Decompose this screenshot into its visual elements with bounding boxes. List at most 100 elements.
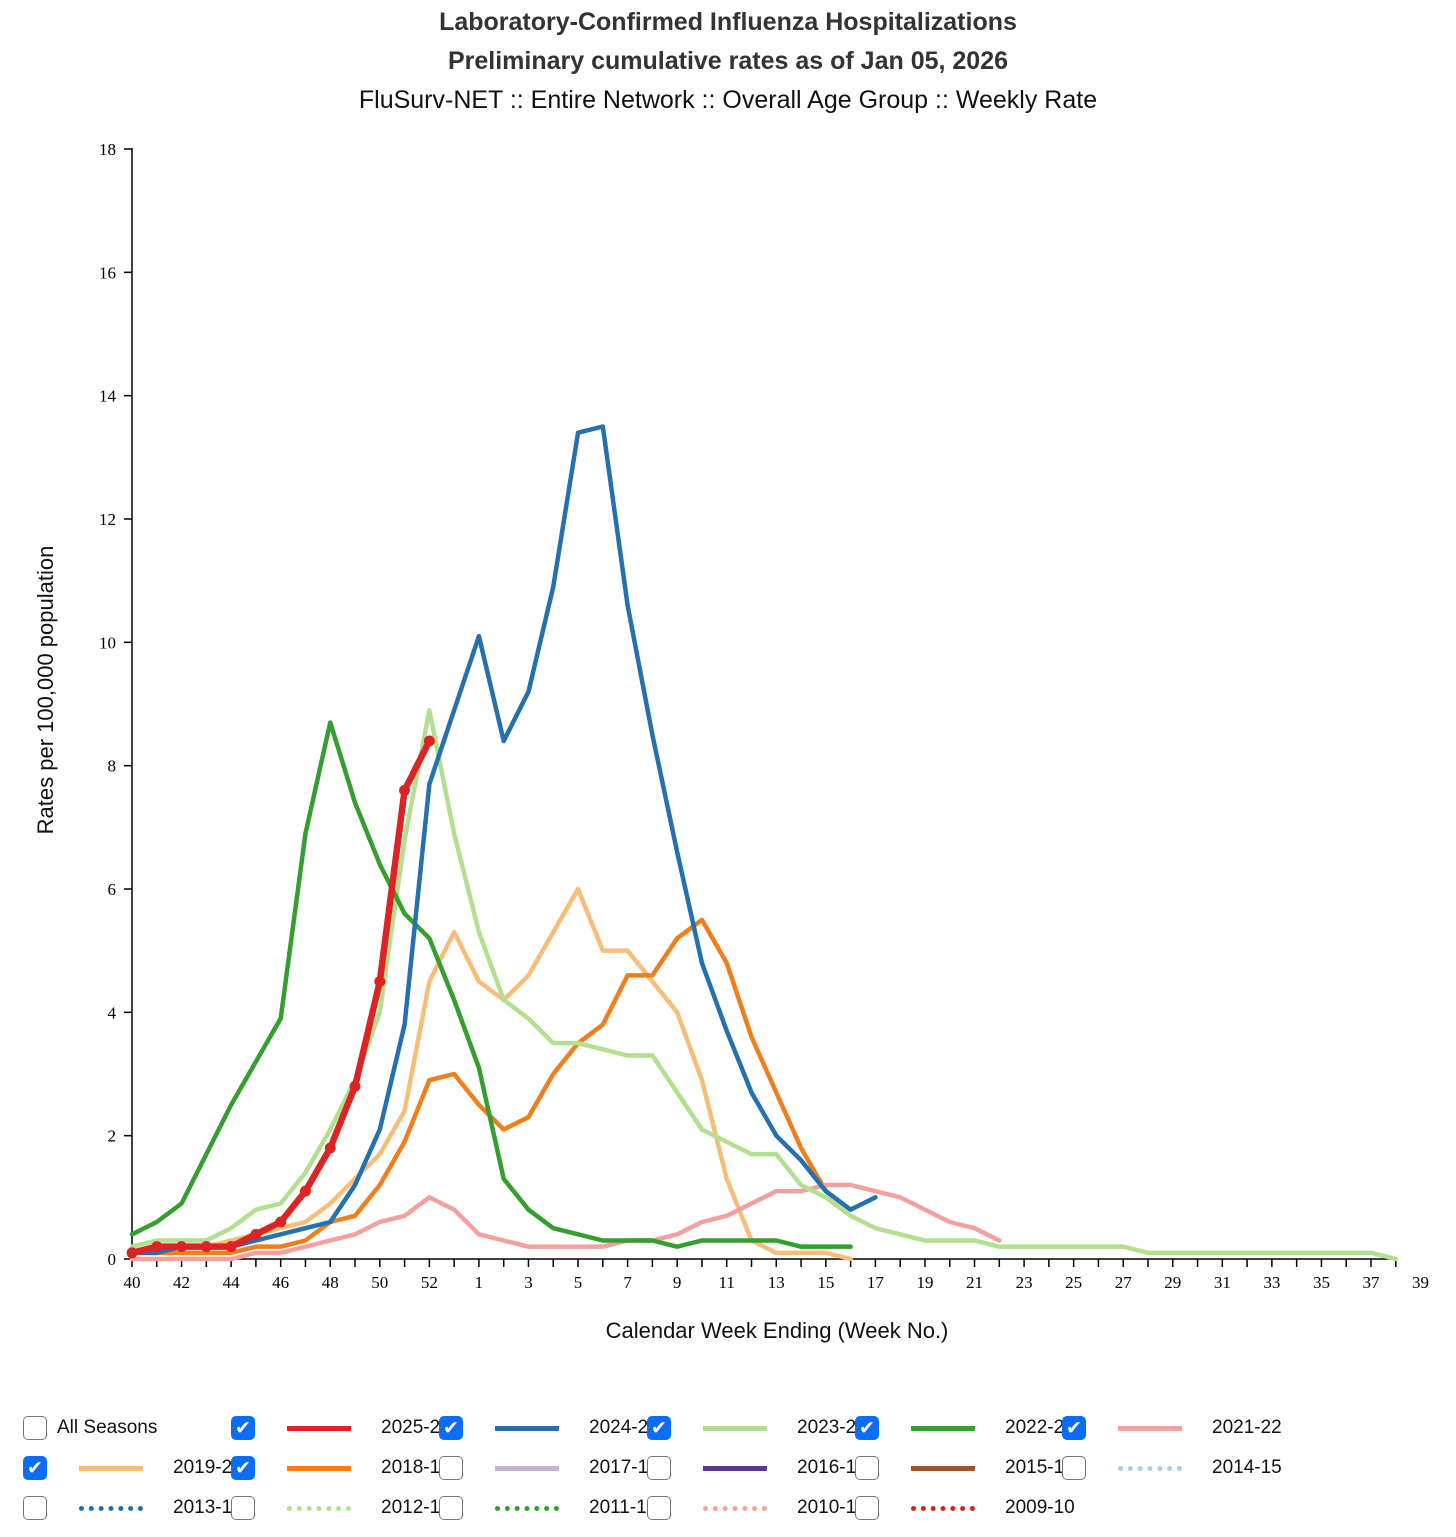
legend-item-2013-14[interactable]: 2013-14 bbox=[23, 1493, 243, 1523]
legend-swatch bbox=[1118, 1465, 1182, 1471]
chart-subtitle: Preliminary cumulative rates as of Jan 0… bbox=[447, 47, 1009, 75]
data-point-2025-26 bbox=[275, 1216, 287, 1228]
x-tick-label: 33 bbox=[1263, 1273, 1280, 1292]
season-checkbox[interactable] bbox=[647, 1456, 671, 1480]
data-point-2025-26 bbox=[423, 735, 435, 747]
season-checkbox[interactable]: ✔ bbox=[23, 1456, 47, 1480]
legend-item-2011-12[interactable]: 2011-12 bbox=[439, 1493, 657, 1523]
season-checkbox[interactable] bbox=[23, 1496, 47, 1520]
legend-item-2012-13[interactable]: 2012-13 bbox=[231, 1493, 451, 1523]
legend-item-2018-19[interactable]: ✔ 2018-19 bbox=[231, 1453, 451, 1483]
y-tick-label: 2 bbox=[108, 1127, 117, 1146]
legend-swatch bbox=[911, 1465, 975, 1471]
x-tick-label: 21 bbox=[966, 1273, 983, 1292]
x-tick-label: 23 bbox=[1016, 1273, 1033, 1292]
legend-label: 2017-18 bbox=[589, 1457, 659, 1478]
data-point-2025-26 bbox=[399, 784, 411, 796]
x-tick-label: 9 bbox=[673, 1273, 682, 1292]
legend-swatch bbox=[287, 1465, 351, 1471]
legend-label: 2013-14 bbox=[173, 1497, 243, 1518]
legend-swatch bbox=[495, 1425, 559, 1431]
y-tick-label: 12 bbox=[99, 510, 116, 529]
legend-item-2014-15[interactable]: 2014-15 bbox=[1062, 1453, 1282, 1483]
season-checkbox[interactable]: ✔ bbox=[647, 1416, 671, 1440]
season-checkbox[interactable] bbox=[231, 1496, 255, 1520]
x-tick-label: 15 bbox=[817, 1273, 834, 1292]
series-line-2024-25 bbox=[129, 424, 878, 1256]
season-checkbox[interactable]: ✔ bbox=[231, 1416, 255, 1440]
data-point-2025-26 bbox=[225, 1241, 237, 1253]
checkmark-icon: ✔ bbox=[651, 1416, 667, 1439]
data-point-2025-26 bbox=[324, 1142, 336, 1154]
legend-label: 2018-19 bbox=[381, 1457, 451, 1478]
legend-label: 2010-11 bbox=[797, 1497, 866, 1518]
legend-label: All Seasons bbox=[57, 1417, 158, 1438]
legend-item-2021-22[interactable]: ✔ 2021-22 bbox=[1062, 1413, 1282, 1443]
x-tick-label: 27 bbox=[1115, 1273, 1133, 1292]
legend-item-2016-17[interactable]: 2016-17 bbox=[647, 1453, 867, 1483]
season-checkbox[interactable] bbox=[23, 1416, 47, 1440]
data-point-2025-26 bbox=[151, 1241, 163, 1253]
legend-swatch bbox=[495, 1505, 559, 1511]
legend-label: 2011-12 bbox=[589, 1497, 658, 1518]
season-checkbox[interactable]: ✔ bbox=[231, 1456, 255, 1480]
season-checkbox[interactable] bbox=[1062, 1456, 1086, 1480]
legend-item-all-seasons[interactable]: All Seasons bbox=[23, 1413, 157, 1443]
legend-label: 2025-26 bbox=[381, 1417, 451, 1438]
legend-label: 2023-24 bbox=[797, 1417, 867, 1438]
legend-item-2009-10[interactable]: 2009-10 bbox=[855, 1493, 1075, 1523]
season-checkbox[interactable] bbox=[855, 1456, 879, 1480]
x-tick-label: 37 bbox=[1363, 1273, 1381, 1292]
legend-item-2025-26[interactable]: ✔ 2025-26 bbox=[231, 1413, 451, 1443]
season-checkbox[interactable]: ✔ bbox=[855, 1416, 879, 1440]
legend-swatch bbox=[287, 1505, 351, 1511]
x-tick-label: 42 bbox=[173, 1273, 190, 1292]
legend-item-2023-24[interactable]: ✔ 2023-24 bbox=[647, 1413, 867, 1443]
legend-label: 2022-23 bbox=[1005, 1417, 1075, 1438]
checkmark-icon: ✔ bbox=[27, 1456, 43, 1479]
chart-subtitle-network: FluSurv-NET :: Entire Network :: Overall… bbox=[358, 86, 1098, 114]
legend-item-2017-18[interactable]: 2017-18 bbox=[439, 1453, 659, 1483]
legend-item-2022-23[interactable]: ✔ 2022-23 bbox=[855, 1413, 1075, 1443]
legend-label: 2014-15 bbox=[1212, 1457, 1282, 1478]
season-checkbox[interactable] bbox=[647, 1496, 671, 1520]
x-axis-title: Calendar Week Ending (Week No.) bbox=[606, 1318, 949, 1343]
x-tick-label: 40 bbox=[124, 1273, 141, 1292]
series-line-2023-24 bbox=[129, 707, 1399, 1262]
data-point-2025-26 bbox=[250, 1228, 262, 1240]
x-tick-label: 52 bbox=[421, 1273, 438, 1292]
legend-swatch bbox=[79, 1465, 143, 1471]
x-tick-label: 29 bbox=[1164, 1273, 1181, 1292]
x-tick-label: 17 bbox=[867, 1273, 885, 1292]
legend-item-2024-25[interactable]: ✔ 2024-25 bbox=[439, 1413, 659, 1443]
y-tick-label: 10 bbox=[99, 633, 116, 652]
checkmark-icon: ✔ bbox=[859, 1416, 875, 1439]
season-checkbox[interactable] bbox=[439, 1456, 463, 1480]
legend-item-2010-11[interactable]: 2010-11 bbox=[647, 1493, 865, 1523]
y-tick-label: 4 bbox=[108, 1003, 117, 1022]
x-tick-label: 44 bbox=[223, 1273, 241, 1292]
series-line-2022-23 bbox=[129, 720, 853, 1249]
legend-item-2019-20[interactable]: ✔ 2019-20 bbox=[23, 1453, 243, 1483]
series-line-2021-22 bbox=[129, 1182, 1002, 1262]
x-tick-label: 1 bbox=[475, 1273, 484, 1292]
season-checkbox[interactable] bbox=[439, 1496, 463, 1520]
checkmark-icon: ✔ bbox=[235, 1456, 251, 1479]
legend-label: 2024-25 bbox=[589, 1417, 659, 1438]
legend-swatch bbox=[1118, 1425, 1182, 1431]
x-tick-label: 7 bbox=[623, 1273, 632, 1292]
legend-label: 2021-22 bbox=[1212, 1417, 1282, 1438]
y-tick-label: 18 bbox=[99, 140, 116, 159]
legend-item-2015-16[interactable]: 2015-16 bbox=[855, 1453, 1075, 1483]
season-checkbox[interactable]: ✔ bbox=[439, 1416, 463, 1440]
checkmark-icon: ✔ bbox=[443, 1416, 459, 1439]
data-point-2025-26 bbox=[126, 1247, 138, 1259]
x-tick-label: 39 bbox=[1412, 1273, 1429, 1292]
legend-swatch bbox=[495, 1465, 559, 1471]
legend-label: 2019-20 bbox=[173, 1457, 243, 1478]
legend-swatch bbox=[703, 1425, 767, 1431]
x-tick-label: 3 bbox=[524, 1273, 533, 1292]
data-point-2025-26 bbox=[176, 1241, 188, 1253]
season-checkbox[interactable]: ✔ bbox=[1062, 1416, 1086, 1440]
season-checkbox[interactable] bbox=[855, 1496, 879, 1520]
